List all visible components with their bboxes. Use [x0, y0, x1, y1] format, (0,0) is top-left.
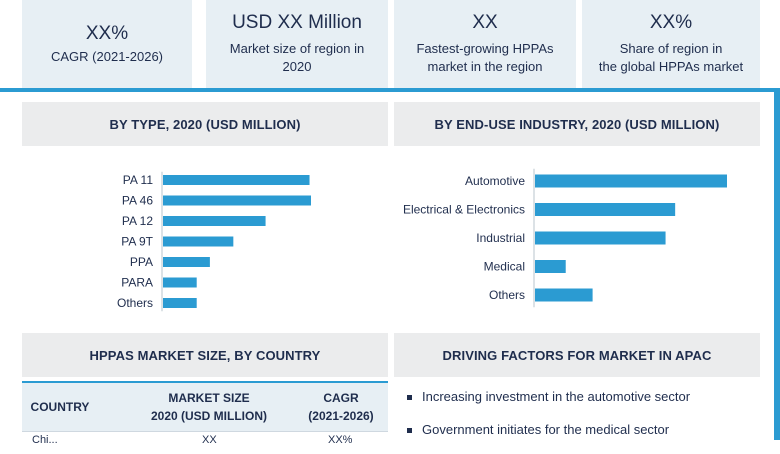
- bullet-icon: [407, 395, 412, 400]
- category-label: Medical: [484, 260, 525, 274]
- kpi-cagr: XX% CAGR (2021-2026): [22, 0, 192, 88]
- kpi-label-line2: the global HPPAs market: [598, 59, 744, 74]
- bar: [535, 288, 593, 302]
- kpi-value: XX%: [649, 12, 693, 33]
- bar: [163, 257, 210, 267]
- category-label: PA 46: [122, 194, 153, 208]
- accent-divider: [0, 88, 780, 92]
- category-label: Industrial: [476, 231, 525, 245]
- category-label: Electrical & Electronics: [403, 203, 525, 217]
- list-item: Government initiates for the medical sec…: [404, 421, 764, 439]
- section-header-by-type: BY TYPE, 2020 (USD MILLION): [22, 102, 388, 146]
- category-label: Others: [489, 288, 525, 302]
- category-label: PA 12: [122, 214, 153, 228]
- category-label: PA 11: [123, 173, 154, 187]
- section-header-by-country: HPPAS MARKET SIZE, BY COUNTRY: [22, 333, 388, 377]
- accent-edge: [774, 92, 780, 440]
- kpi-value: XX%: [85, 22, 129, 44]
- category-label: Others: [117, 296, 153, 310]
- bar: [535, 231, 666, 245]
- category-label: Automotive: [465, 174, 525, 188]
- kpi-value: USD XX Million: [232, 12, 362, 33]
- bar: [163, 175, 310, 185]
- bar: [535, 260, 566, 273]
- drivers-list: Increasing investment in the automotive …: [404, 388, 764, 454]
- kpi-label-line1: Market size of region in: [229, 41, 365, 56]
- col-market-size: MARKET SIZE 2020 (USD MILLION): [150, 391, 267, 423]
- chart-by-industry: Automotive Electrical & Electronics Indust…: [403, 168, 727, 308]
- kpi-label-line1: Fastest-growing HPPAs: [416, 41, 554, 56]
- bar: [163, 298, 197, 308]
- category-label: PA 9T: [121, 235, 153, 249]
- bar: [163, 195, 311, 206]
- col-cagr: CAGR (2021-2026): [308, 391, 374, 423]
- bar: [163, 216, 266, 226]
- bar: [163, 277, 197, 288]
- kpi-fastest-growing: XX Fastest-growing HPPAs market in the r…: [394, 0, 576, 88]
- table-row: Chi... XX XX%: [22, 431, 388, 446]
- cell-market-size: XX: [202, 434, 217, 446]
- kpi-market-size: USD XX Million Market size of region in …: [206, 0, 388, 88]
- kpi-label-line2: 2020: [282, 59, 312, 74]
- category-label: PARA: [121, 276, 153, 290]
- kpi-value: XX: [472, 12, 498, 33]
- country-table-header: COUNTRY MARKET SIZE 2020 (USD MILLION) C…: [22, 381, 388, 431]
- bullet-icon: [407, 428, 412, 433]
- bar: [535, 203, 676, 216]
- bar: [535, 174, 727, 188]
- kpi-label: CAGR (2021-2026): [51, 48, 163, 64]
- list-item: Increasing investment in the automotive …: [404, 388, 764, 406]
- kpi-share: XX% Share of region in the global HPPAs …: [582, 0, 760, 88]
- cell-cagr: XX%: [328, 434, 353, 446]
- bar: [163, 236, 234, 247]
- col-country: COUNTRY: [30, 400, 90, 414]
- cell-country: Chi...: [32, 434, 58, 446]
- category-label: PPA: [130, 255, 153, 269]
- kpi-label-line2: market in the region: [427, 59, 543, 74]
- kpi-label-line1: Share of region in: [619, 41, 723, 56]
- chart-by-type: PA 11 PA 46 PA 12 PA 9T PPA PARA Others: [117, 171, 311, 312]
- section-header-by-industry: BY END-USE INDUSTRY, 2020 (USD MILLION): [394, 102, 760, 146]
- section-header-drivers: DRIVING FACTORS FOR MARKET IN APAC: [394, 333, 760, 377]
